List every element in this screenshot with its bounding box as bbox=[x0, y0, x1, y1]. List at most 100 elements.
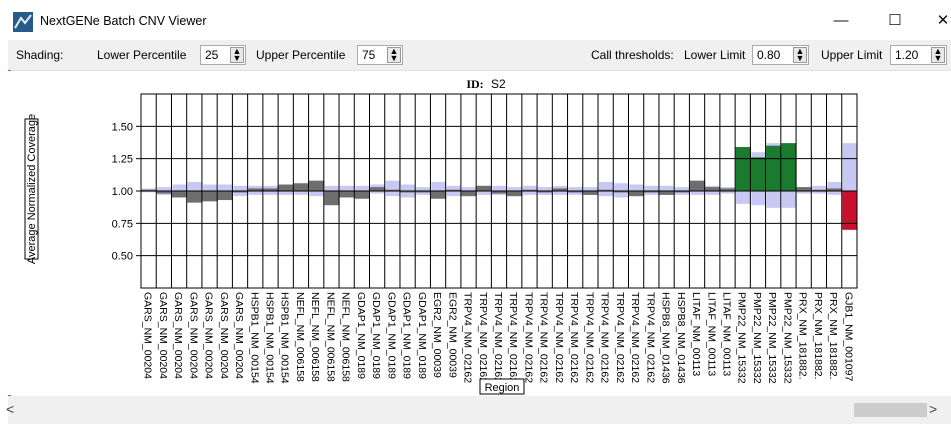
scroll-left-arrow-icon[interactable]: < bbox=[6, 401, 15, 417]
x-axis-label-group: Region bbox=[479, 378, 525, 395]
data-bar bbox=[171, 191, 188, 198]
scrollbar-thumb[interactable] bbox=[854, 403, 927, 417]
lower-percentile-spinner[interactable]: 25 ▲ ▼ bbox=[200, 45, 246, 65]
spinner-arrows-icon[interactable]: ▲ ▼ bbox=[230, 47, 244, 63]
x-tick-label: TRPV4_NM_02162 bbox=[522, 292, 534, 383]
upper-limit-value[interactable]: 1.20 bbox=[895, 48, 919, 62]
data-bar bbox=[507, 191, 523, 197]
data-bar bbox=[263, 188, 279, 191]
data-bar bbox=[827, 188, 843, 191]
data-bar bbox=[750, 157, 767, 191]
data-bar bbox=[430, 191, 447, 199]
call-thresholds-label: Call thresholds: bbox=[591, 48, 674, 62]
upper-percentile-label: Upper Percentile bbox=[256, 48, 346, 62]
data-bar bbox=[766, 145, 782, 191]
x-tick-label: LITAF_NM_00113 bbox=[705, 292, 717, 376]
lower-limit-value[interactable]: 0.80 bbox=[757, 48, 781, 62]
data-bar bbox=[324, 191, 340, 206]
y-axis-ticks: 1.50 1.25 1.00 0.75 0.50 bbox=[112, 121, 141, 263]
x-tick-label: GDAP1_NM_0189 bbox=[355, 292, 367, 379]
x-tick-label: HSPB1_NM_00154 bbox=[279, 292, 291, 384]
data-bar bbox=[811, 189, 828, 192]
x-tick-label: TRPV4_NM_02162 bbox=[599, 292, 611, 383]
x-tick-label: GARS_NM_00204 bbox=[187, 292, 199, 379]
data-bar bbox=[446, 189, 462, 192]
x-tick-label: GARS_NM_00204 bbox=[233, 292, 245, 379]
data-bar bbox=[415, 191, 431, 193]
upper-limit-label: Upper Limit bbox=[821, 48, 883, 62]
left-edge bbox=[0, 40, 8, 424]
y-tick-label: 1.00 bbox=[112, 186, 133, 198]
data-bar bbox=[370, 187, 386, 191]
x-tick-label: NEFL_NM_006158 bbox=[309, 292, 321, 382]
data-bar bbox=[689, 180, 706, 191]
x-tick-label: NEFL_NM_006158 bbox=[294, 292, 306, 382]
maximize-button[interactable]: ☐ bbox=[888, 12, 902, 29]
data-bar bbox=[842, 191, 858, 230]
x-tick-label: NEFL_NM_006158 bbox=[340, 292, 352, 382]
x-axis-label: Region bbox=[485, 382, 520, 394]
lower-limit-spinner[interactable]: 0.80 ▲ ▼ bbox=[752, 45, 809, 65]
x-tick-label: TRPV4_NM_02162 bbox=[583, 292, 595, 383]
spinner-arrows-icon[interactable]: ▲ ▼ bbox=[387, 47, 401, 63]
scroll-right-arrow-icon[interactable]: > bbox=[929, 401, 938, 417]
data-bar bbox=[400, 191, 416, 193]
x-tick-label: PRX_NM_181882. bbox=[812, 292, 824, 380]
x-tick-label: NEFL_NM_006158 bbox=[324, 292, 336, 382]
y-tick-label: 0.75 bbox=[112, 218, 133, 230]
data-bar bbox=[522, 189, 538, 192]
shading-band bbox=[340, 185, 355, 195]
shading-band bbox=[644, 185, 659, 195]
x-tick-label: GDAP1_NM_0189 bbox=[385, 292, 397, 379]
data-bar bbox=[491, 191, 508, 194]
data-bar bbox=[644, 191, 660, 193]
x-tick-label: GDAP1_NM_0189 bbox=[416, 292, 428, 379]
lower-percentile-value[interactable]: 25 bbox=[205, 48, 219, 62]
x-tick-label: TRPV4_NM_02162 bbox=[492, 292, 504, 383]
spinner-arrows-icon[interactable]: ▲ ▼ bbox=[931, 47, 945, 63]
data-bar bbox=[705, 187, 721, 191]
x-tick-label: EGR2_NM_00039 bbox=[446, 292, 458, 378]
x-tick-label: TRPV4_NM_02162 bbox=[568, 292, 580, 383]
shading-label: Shading: bbox=[16, 48, 64, 62]
chart-area: ID: S2 Average Normalized Coverage 1.50 1… bbox=[8, 71, 951, 395]
x-tick-label: TRPV4_NM_02162 bbox=[538, 292, 550, 383]
x-tick-label: GDAP1_NM_0189 bbox=[370, 292, 382, 379]
title-bar: NextGENe Batch CNV Viewer — ☐ ✕ bbox=[0, 0, 951, 40]
x-tick-label: LITAF_NM_00113 bbox=[690, 292, 702, 376]
minimize-button[interactable]: — bbox=[833, 12, 849, 29]
y-tick-label: 0.50 bbox=[112, 251, 133, 263]
x-tick-label: TRPV4_NM_02162 bbox=[507, 292, 519, 383]
x-tick-label: PMP22_NM_15332 bbox=[736, 292, 748, 384]
x-tick-label: GARS_NM_00204 bbox=[157, 292, 169, 379]
plot-area bbox=[140, 93, 858, 289]
x-tick-label: PMP22_NM_15332 bbox=[781, 292, 793, 384]
window-title: NextGENe Batch CNV Viewer bbox=[40, 14, 207, 28]
upper-percentile-value[interactable]: 75 bbox=[362, 48, 376, 62]
data-bar bbox=[141, 189, 157, 192]
shading-band bbox=[614, 183, 629, 198]
close-button[interactable]: ✕ bbox=[936, 12, 950, 29]
data-bar bbox=[568, 191, 584, 193]
spinner-arrows-icon[interactable]: ▲ ▼ bbox=[793, 47, 807, 63]
data-bar bbox=[796, 187, 812, 191]
horizontal-scrollbar[interactable]: < > bbox=[6, 396, 951, 424]
cnv-chart: ID: S2 Average Normalized Coverage 1.501… bbox=[24, 77, 858, 395]
data-bar bbox=[537, 191, 553, 193]
x-tick-label: HSPB1_NM_00154 bbox=[263, 292, 275, 384]
x-tick-label: EGR2_NM_00039 bbox=[431, 292, 443, 378]
data-bar bbox=[598, 189, 614, 192]
y-axis-label: Average Normalized Coverage bbox=[26, 114, 38, 264]
x-tick-label: GARS_NM_00204 bbox=[203, 292, 215, 379]
x-tick-label: GJB1_NM_001097 bbox=[842, 292, 854, 381]
x-tick-label: HSPB1_NM_00154 bbox=[248, 292, 260, 384]
x-tick-label: PMP22_NM_15332 bbox=[766, 292, 778, 384]
x-tick-label: HSPB8_NM_01436 bbox=[660, 292, 672, 384]
y-tick-label: 1.25 bbox=[112, 154, 133, 166]
upper-percentile-spinner[interactable]: 75 ▲ ▼ bbox=[357, 45, 403, 65]
data-bar bbox=[217, 191, 233, 201]
x-tick-label: GARS_NM_00204 bbox=[172, 292, 184, 379]
shading-band bbox=[385, 180, 400, 197]
data-bar bbox=[202, 191, 218, 202]
upper-limit-spinner[interactable]: 1.20 ▲ ▼ bbox=[890, 45, 947, 65]
